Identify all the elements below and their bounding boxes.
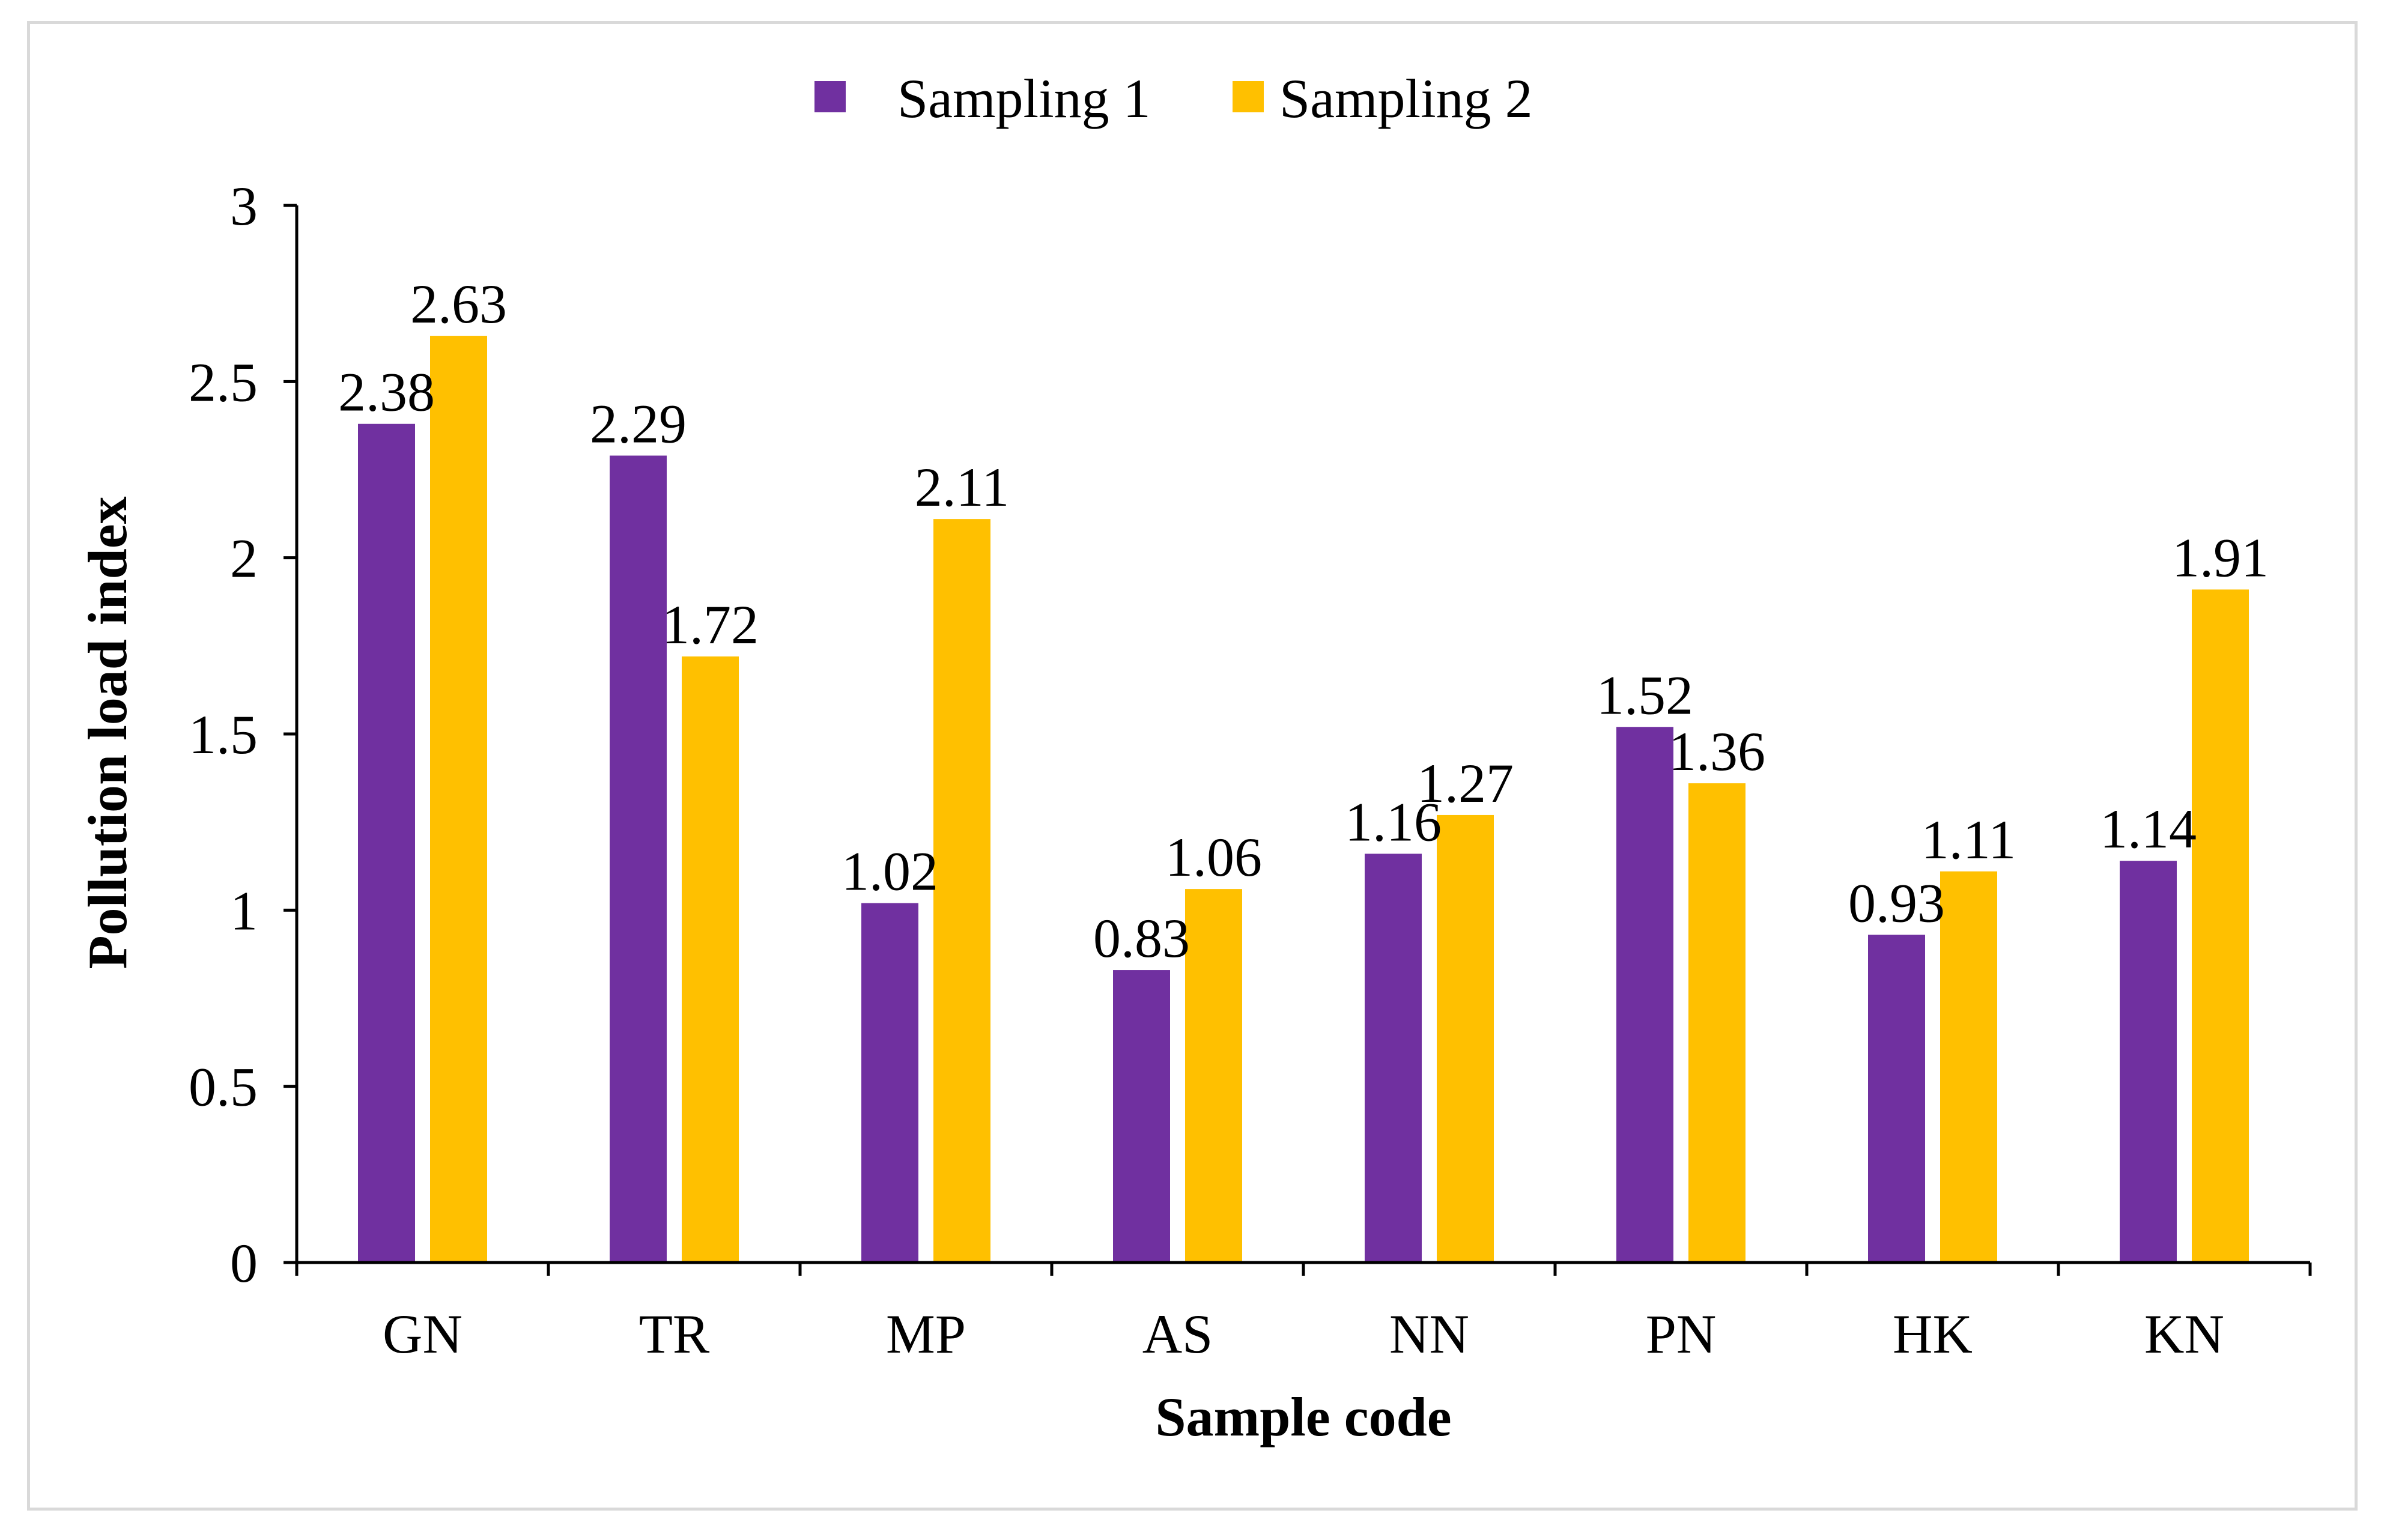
legend-label-sampling-2: Sampling 2 — [1279, 68, 1533, 129]
y-tick-label: 1 — [230, 880, 258, 941]
data-label-tr-series-1: 2.29 — [590, 393, 687, 455]
bar-mp-series-1 — [861, 903, 918, 1263]
bar-tr-series-2 — [682, 656, 739, 1263]
bar-hk-series-2 — [1940, 871, 1997, 1263]
bar-kn-series-1 — [2120, 861, 2177, 1263]
data-label-mp-series-2: 2.11 — [915, 456, 1010, 518]
x-tick-label: GN — [383, 1303, 463, 1365]
data-label-hk-series-1: 0.93 — [1848, 872, 1945, 933]
bar-gn-series-1 — [358, 423, 415, 1263]
x-axis: GN TR MP AS NN PN HK KN — [295, 1261, 2312, 1365]
y-tick-label: 2.5 — [189, 351, 258, 413]
legend-swatch-sampling-1 — [814, 81, 846, 112]
x-tick-label: KN — [2144, 1303, 2224, 1365]
data-label-as-series-2: 1.06 — [1165, 826, 1262, 888]
data-label-gn-series-2: 2.63 — [410, 273, 507, 335]
x-tick-label: PN — [1646, 1303, 1717, 1365]
bar-data-labels: 2.38 2.63 2.29 1.72 1.02 2.11 0.83 1.06 1.161.27… — [338, 273, 2269, 969]
data-label-mp-series-1: 1.02 — [842, 841, 938, 902]
bar-kn-series-2 — [2192, 589, 2249, 1263]
data-label-pn-series-2: 1.36 — [1669, 721, 1765, 782]
data-label-hk-series-2: 1.11 — [1921, 809, 2016, 870]
bar-gn-series-2 — [430, 336, 487, 1263]
y-tick-label: 2 — [230, 528, 258, 589]
bars — [358, 336, 2249, 1263]
data-label-kn-series-2: 1.91 — [2172, 527, 2269, 588]
data-label-nn-series-1: 1.16 — [1345, 791, 1442, 852]
legend-swatch-sampling-2 — [1233, 81, 1264, 112]
bar-pn-series-2 — [1688, 783, 1745, 1263]
bar-pn-series-1 — [1616, 727, 1673, 1263]
x-tick-label: MP — [886, 1303, 966, 1365]
y-tick-label: 0 — [230, 1232, 258, 1294]
data-label-kn-series-1: 1.14 — [2100, 798, 2197, 859]
x-axis-title: Sample code — [1155, 1386, 1451, 1448]
y-tick-label: 3 — [230, 175, 258, 237]
x-tick-label: NN — [1389, 1303, 1469, 1365]
data-label-tr-series-2: 1.72 — [662, 594, 759, 655]
bar-as-series-2 — [1185, 889, 1242, 1263]
bar-hk-series-1 — [1868, 935, 1925, 1263]
data-label-gn-series-1: 2.38 — [338, 362, 435, 423]
bar-tr-series-1 — [610, 455, 667, 1263]
x-tick-label: HK — [1893, 1303, 1973, 1365]
y-axis: 0 0.5 1 1.5 2 2.5 3 — [189, 175, 299, 1294]
legend: Sampling 1 Sampling 2 — [814, 68, 1533, 129]
data-label-as-series-1: 0.83 — [1093, 908, 1190, 969]
data-label-pn-series-1: 1.52 — [1597, 664, 1693, 726]
x-tick-label: AS — [1142, 1303, 1213, 1365]
y-tick-label: 0.5 — [189, 1056, 258, 1118]
bar-nn-series-2 — [1437, 814, 1494, 1263]
y-axis-title: Pollution load index — [77, 496, 138, 969]
data-label-nn-series-2: 1.27 — [1417, 753, 1514, 814]
x-tick-label: TR — [639, 1303, 710, 1365]
y-tick-label: 1.5 — [189, 704, 258, 765]
bar-as-series-1 — [1113, 970, 1170, 1263]
bar-mp-series-2 — [933, 519, 990, 1263]
bar-nn-series-1 — [1365, 853, 1422, 1263]
legend-label-sampling-1: Sampling 1 — [897, 68, 1151, 129]
